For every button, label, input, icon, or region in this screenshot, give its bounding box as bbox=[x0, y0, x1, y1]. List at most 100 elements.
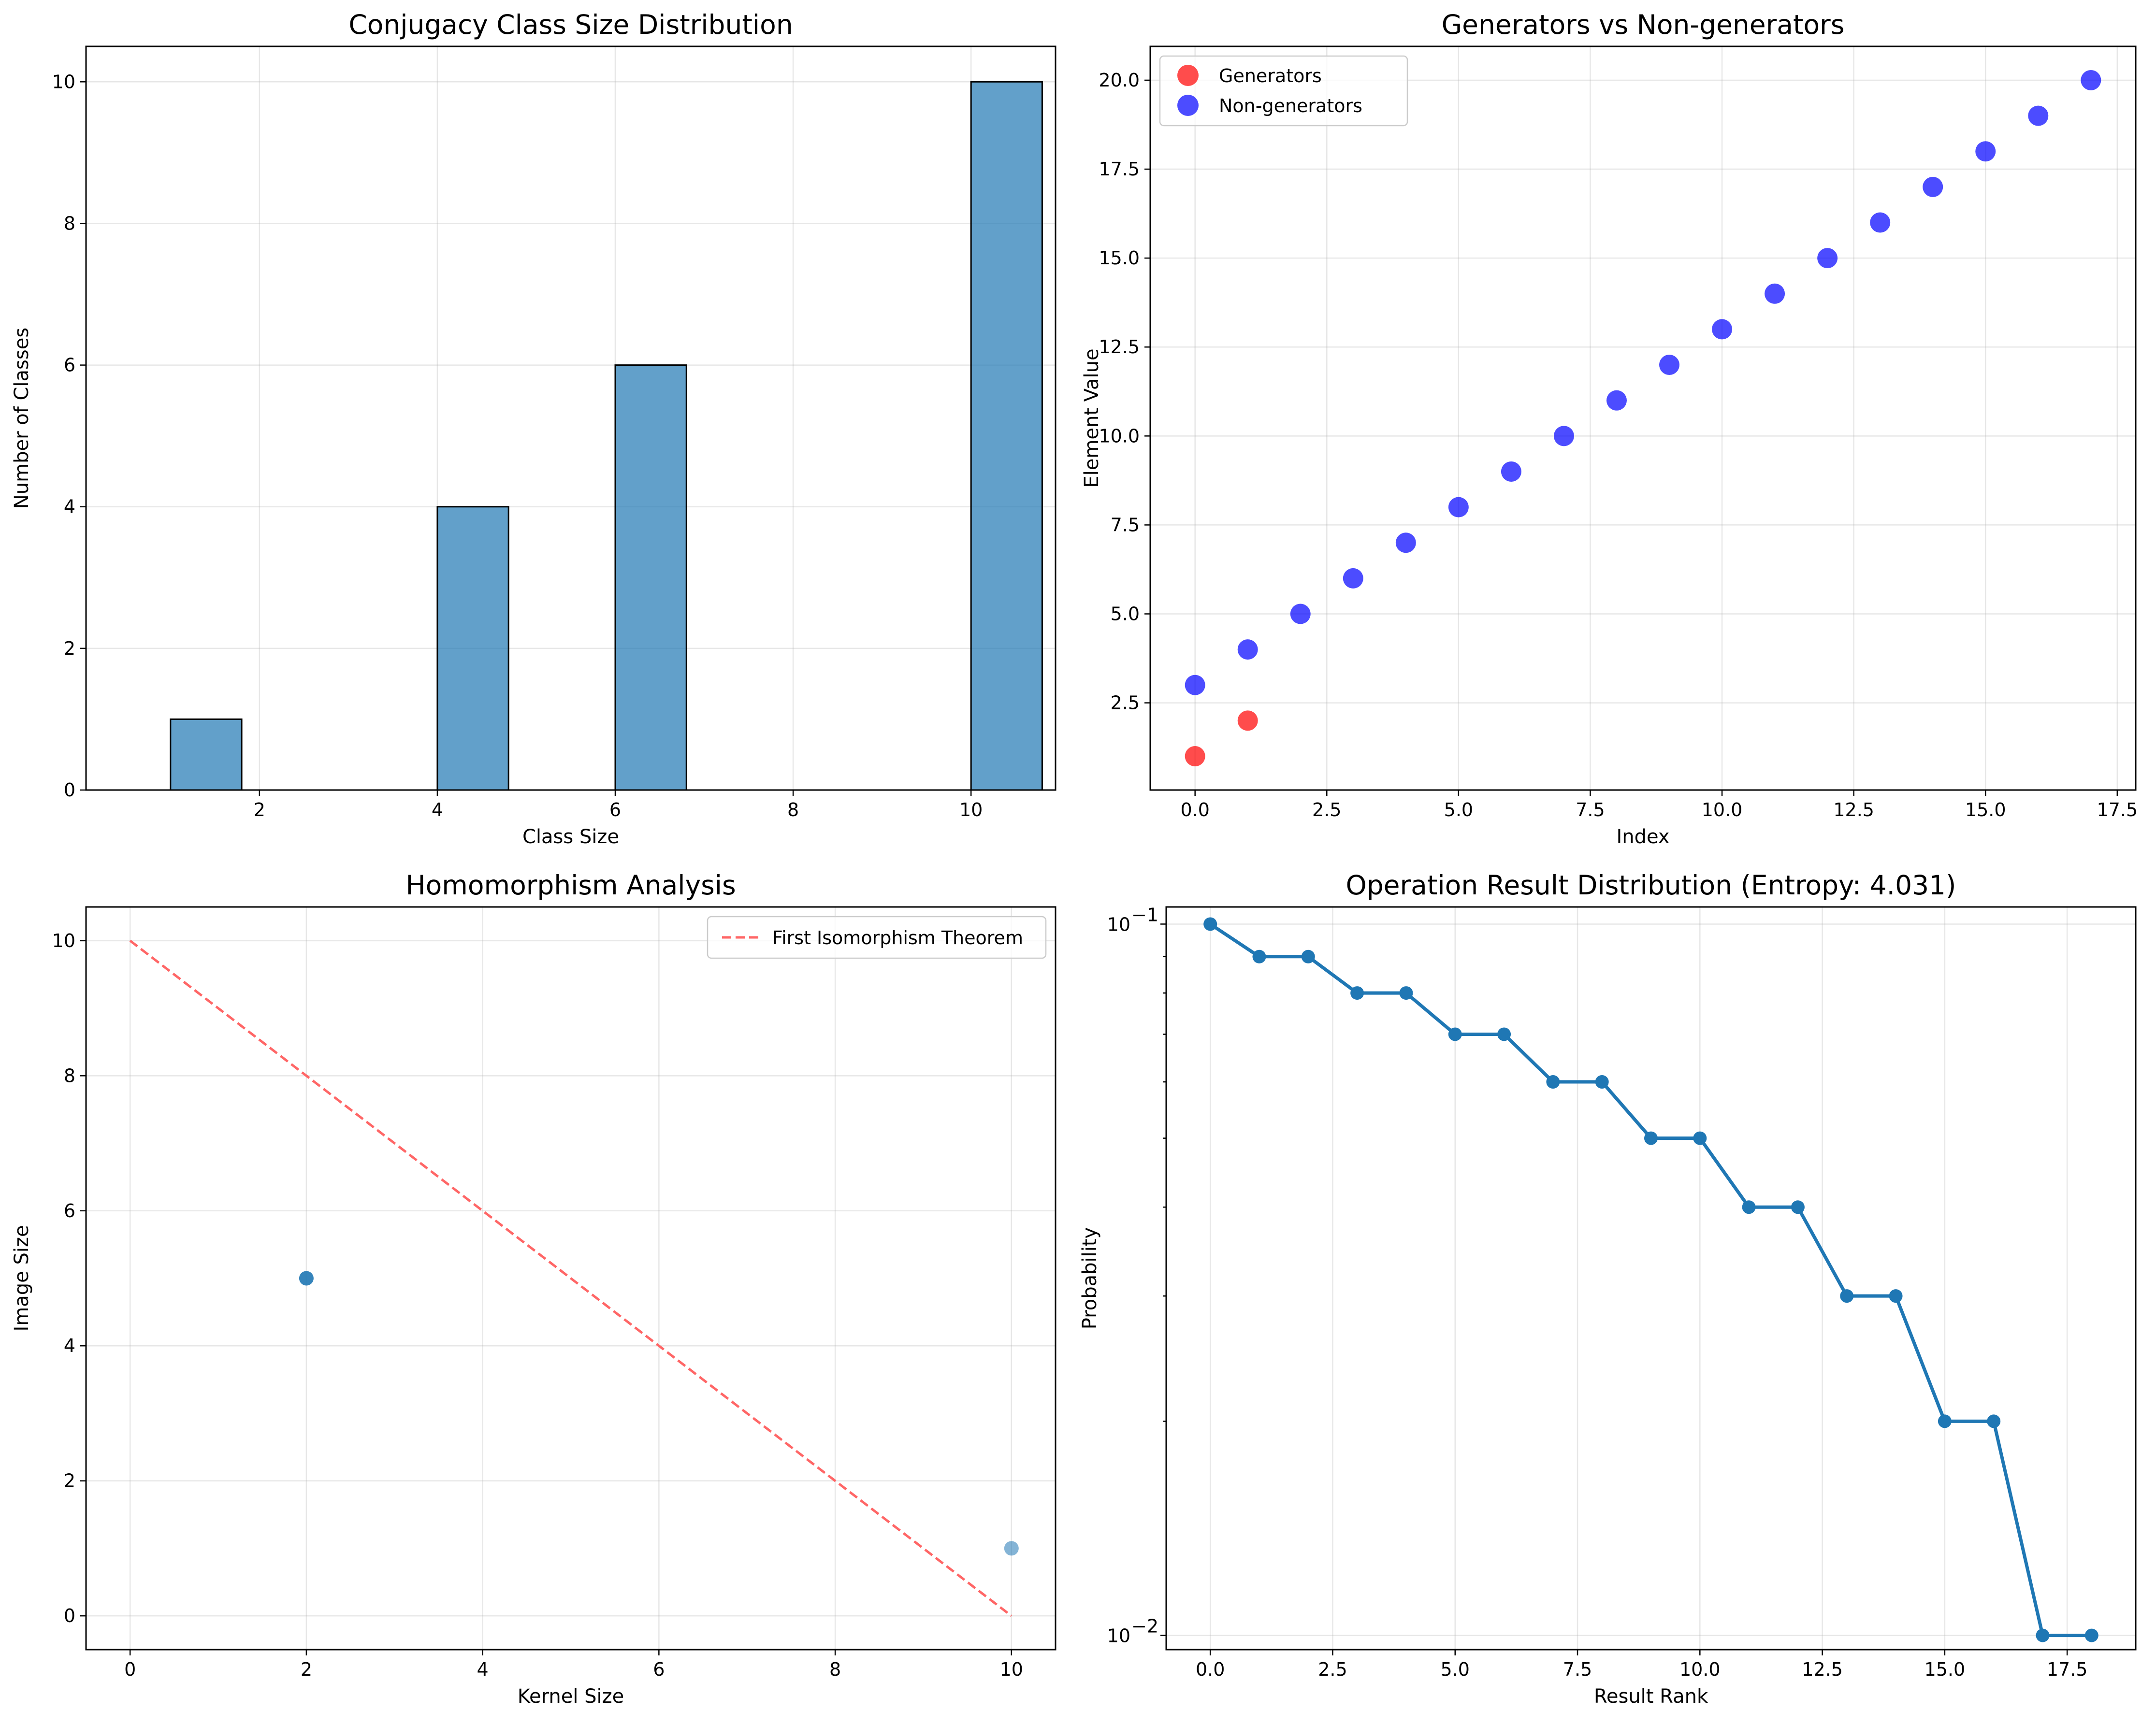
line-point bbox=[1938, 1414, 1952, 1428]
y-tick-label: 6 bbox=[64, 1200, 75, 1222]
bar bbox=[170, 718, 243, 791]
y-tick-label: 10 bbox=[52, 930, 75, 951]
x-tick-label: 15.0 bbox=[1924, 1659, 1966, 1680]
axes-frame bbox=[1165, 906, 2137, 1651]
y-axis-label: Probability bbox=[1079, 1227, 1101, 1329]
x-tick-label: 2 bbox=[301, 1659, 312, 1680]
y-tick-label-exponent: −2 bbox=[1131, 1616, 1158, 1637]
x-tick-label: 8 bbox=[787, 799, 799, 820]
scatter-point-generators bbox=[1185, 746, 1205, 767]
bar bbox=[614, 364, 687, 791]
x-tick-label: 0.0 bbox=[1180, 799, 1209, 820]
x-axis-label: Class Size bbox=[522, 826, 619, 848]
x-tick-label: 15.0 bbox=[1965, 799, 2006, 820]
line-point bbox=[1987, 1414, 2001, 1428]
scatter-point-non-generators bbox=[2081, 70, 2101, 90]
legend-label-first-isomorphism-theorem: First Isomorphism Theorem bbox=[772, 927, 1023, 949]
scatter-point-non-generators bbox=[1712, 319, 1733, 340]
y-tick-label: 10 bbox=[52, 71, 75, 92]
line-point bbox=[1546, 1075, 1560, 1089]
x-tick-label: 12.5 bbox=[1802, 1659, 1843, 1680]
x-tick-label: 6 bbox=[653, 1659, 665, 1680]
scatter-point-non-generators bbox=[1923, 176, 1943, 197]
scatter-point-non-generators bbox=[1817, 248, 1838, 269]
line-point bbox=[1693, 1131, 1707, 1145]
line-point bbox=[1252, 949, 1266, 963]
x-tick-label: 6 bbox=[609, 799, 621, 820]
line-point bbox=[1791, 1200, 1805, 1214]
scatter-point-non-generators bbox=[1553, 426, 1574, 446]
line-point bbox=[1448, 1027, 1462, 1041]
x-tick-label: 10 bbox=[959, 799, 983, 820]
y-axis-label: Element Value bbox=[1081, 348, 1103, 488]
x-tick-label: 5.0 bbox=[1444, 799, 1473, 820]
x-axis-label: Index bbox=[1616, 826, 1669, 848]
scatter-point-non-generators bbox=[1395, 532, 1416, 553]
scatter-point-non-generators bbox=[1501, 461, 1521, 482]
y-tick-label: 4 bbox=[64, 496, 75, 518]
x-tick-label: 0.0 bbox=[1196, 1659, 1225, 1680]
x-tick-label: 0 bbox=[124, 1659, 136, 1680]
chart-title: Operation Result Distribution (Entropy: … bbox=[1346, 870, 1956, 901]
x-tick-label: 17.5 bbox=[2047, 1659, 2088, 1680]
scatter-point-non-generators bbox=[1448, 497, 1469, 518]
x-tick-label: 2 bbox=[254, 799, 265, 820]
line-point bbox=[1203, 917, 1217, 931]
y-axis-label: Number of Classes bbox=[11, 328, 33, 509]
scatter-point-non-generators bbox=[1185, 675, 1205, 695]
scatter-point-non-generators bbox=[1237, 639, 1258, 660]
scatter-point-non-generators bbox=[1343, 568, 1363, 589]
y-tick-label-exponent: −1 bbox=[1131, 904, 1158, 925]
scatter-point-non-generators bbox=[1975, 141, 1996, 162]
chart-title: Conjugacy Class Size Distribution bbox=[348, 9, 793, 40]
chart-title: Homomorphism Analysis bbox=[405, 870, 736, 901]
line-point bbox=[1889, 1289, 1903, 1303]
scatter-point-non-generators bbox=[1290, 604, 1311, 624]
y-tick-label: 10 bbox=[1107, 914, 1130, 935]
y-tick-label: 2.5 bbox=[1111, 692, 1140, 714]
y-tick-label: 17.5 bbox=[1099, 158, 1140, 180]
y-tick-label: 20.0 bbox=[1099, 70, 1140, 91]
legend: First Isomorphism Theorem bbox=[707, 916, 1047, 959]
line-point bbox=[1595, 1075, 1609, 1089]
y-tick-label: 8 bbox=[64, 213, 75, 234]
scatter-point-non-generators bbox=[1870, 212, 1891, 233]
x-tick-label: 2.5 bbox=[1318, 1659, 1347, 1680]
axes-frame bbox=[1149, 45, 2137, 791]
legend-box bbox=[1159, 55, 1408, 127]
x-tick-label: 5.0 bbox=[1441, 1659, 1470, 1680]
line-point bbox=[1350, 986, 1364, 1000]
line-point bbox=[1497, 1027, 1511, 1041]
bar bbox=[436, 506, 509, 791]
x-axis-label: Result Rank bbox=[1594, 1685, 1708, 1708]
x-tick-label: 4 bbox=[432, 799, 443, 820]
x-tick-label: 10 bbox=[1000, 1659, 1023, 1680]
legend-box bbox=[707, 916, 1047, 959]
x-axis-label: Kernel Size bbox=[518, 1685, 624, 1708]
axes-frame bbox=[85, 45, 1056, 791]
scatter-point-non-generators bbox=[2028, 105, 2049, 126]
homomorphism-scatter-panel: 0 2 4 6 8 10 0 2 4 6 8 10 bbox=[52, 906, 1056, 1680]
y-axis-label: Image Size bbox=[11, 1225, 33, 1331]
legend-label-generators: Generators bbox=[1219, 65, 1322, 86]
line-point bbox=[2084, 1628, 2098, 1642]
scatter-point-non-generators bbox=[1765, 283, 1785, 304]
chart-title: Generators vs Non-generators bbox=[1442, 9, 1845, 40]
x-tick-label: 10.0 bbox=[1702, 799, 1743, 820]
x-tick-label: 10.0 bbox=[1679, 1659, 1721, 1680]
result-distribution-line-panel: 0.0 2.5 5.0 7.5 10.0 12.5 15.0 17.510−110−2 bbox=[1107, 904, 2137, 1680]
legend-marker-generators bbox=[1177, 65, 1199, 86]
x-tick-label: 17.5 bbox=[2097, 799, 2138, 820]
line-point bbox=[1742, 1200, 1756, 1214]
generators-scatter-panel: 0.0 2.5 5.0 7.5 10.0 12.5 15.0 17.5 2.5 5.0 7.5 10.… bbox=[1099, 45, 2138, 820]
y-tick-label: 7.5 bbox=[1111, 514, 1140, 535]
scatter-point bbox=[299, 1271, 314, 1286]
legend-marker-non-generators bbox=[1177, 95, 1199, 116]
line-point bbox=[1644, 1131, 1658, 1145]
y-tick-label: 2 bbox=[64, 638, 75, 659]
y-tick-label: 12.5 bbox=[1099, 336, 1140, 358]
x-tick-label: 2.5 bbox=[1312, 799, 1341, 820]
bar bbox=[970, 81, 1043, 791]
